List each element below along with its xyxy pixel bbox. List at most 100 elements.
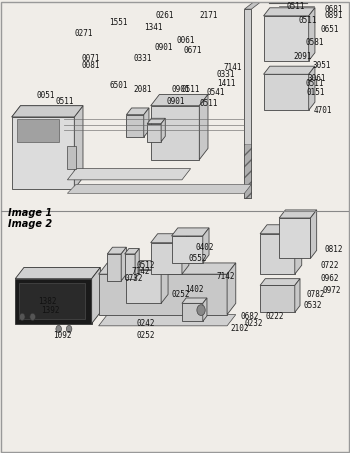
Polygon shape — [92, 267, 100, 323]
Polygon shape — [161, 260, 168, 304]
Polygon shape — [15, 267, 100, 279]
Text: 0151: 0151 — [307, 88, 326, 97]
Polygon shape — [264, 74, 309, 110]
Polygon shape — [151, 243, 182, 274]
Text: 0732: 0732 — [125, 274, 143, 283]
Text: 0651: 0651 — [321, 25, 339, 34]
Polygon shape — [161, 118, 165, 142]
Polygon shape — [151, 95, 208, 106]
Text: 2171: 2171 — [199, 11, 218, 20]
Polygon shape — [260, 279, 300, 285]
Polygon shape — [12, 106, 83, 117]
Text: 1092: 1092 — [54, 331, 72, 340]
Text: 0222: 0222 — [265, 313, 284, 321]
Text: 0891: 0891 — [324, 11, 343, 20]
Polygon shape — [151, 234, 189, 243]
Polygon shape — [107, 247, 126, 254]
Polygon shape — [99, 263, 236, 274]
Polygon shape — [126, 115, 144, 137]
Text: 0962: 0962 — [321, 274, 339, 283]
Polygon shape — [74, 106, 83, 189]
Polygon shape — [151, 106, 199, 159]
Text: 0812: 0812 — [324, 245, 343, 254]
Text: 0271: 0271 — [74, 29, 93, 39]
Polygon shape — [295, 225, 302, 274]
Text: 0552: 0552 — [189, 254, 208, 263]
Polygon shape — [12, 106, 83, 117]
Text: 0402: 0402 — [196, 243, 214, 252]
Text: 0671: 0671 — [184, 46, 202, 55]
Polygon shape — [67, 184, 251, 193]
Polygon shape — [279, 210, 317, 218]
Polygon shape — [227, 263, 236, 314]
Text: 0232: 0232 — [244, 319, 263, 328]
Polygon shape — [135, 249, 139, 279]
Text: 0512: 0512 — [137, 260, 155, 270]
Circle shape — [56, 325, 62, 333]
Circle shape — [66, 325, 72, 333]
Text: 4701: 4701 — [314, 106, 332, 115]
Text: 0061: 0061 — [177, 36, 195, 45]
Polygon shape — [144, 108, 149, 137]
Text: 0581: 0581 — [305, 39, 324, 47]
Text: 0541: 0541 — [206, 88, 225, 97]
Polygon shape — [260, 234, 295, 274]
Text: 0331: 0331 — [217, 70, 235, 79]
Bar — [19, 283, 85, 319]
Polygon shape — [99, 314, 236, 326]
Polygon shape — [264, 66, 315, 74]
Text: 6501: 6501 — [109, 81, 127, 90]
Text: 0081: 0081 — [81, 61, 100, 70]
Text: 7142: 7142 — [132, 267, 150, 276]
Text: 0051: 0051 — [36, 91, 55, 100]
Text: 0722: 0722 — [321, 260, 339, 270]
Text: 0242: 0242 — [137, 319, 155, 328]
Text: 2091: 2091 — [293, 52, 312, 61]
Polygon shape — [309, 8, 315, 61]
Polygon shape — [244, 2, 260, 9]
Polygon shape — [147, 118, 165, 124]
Text: 3051: 3051 — [312, 61, 331, 70]
Text: 1382: 1382 — [38, 297, 56, 306]
Text: 0901: 0901 — [154, 43, 173, 52]
Text: 0252: 0252 — [137, 331, 155, 340]
Polygon shape — [260, 225, 302, 234]
Text: 1392: 1392 — [41, 306, 60, 315]
Polygon shape — [125, 254, 135, 279]
Text: 1402: 1402 — [186, 285, 204, 294]
Polygon shape — [203, 298, 207, 321]
Polygon shape — [172, 236, 203, 263]
Polygon shape — [264, 16, 309, 61]
Circle shape — [30, 313, 35, 320]
Polygon shape — [67, 146, 76, 169]
Polygon shape — [15, 279, 92, 323]
Text: 0901: 0901 — [172, 85, 190, 94]
Polygon shape — [125, 249, 139, 254]
Polygon shape — [244, 9, 251, 198]
Polygon shape — [126, 270, 161, 304]
Text: 0511: 0511 — [305, 79, 324, 88]
Text: 0261: 0261 — [156, 11, 174, 20]
Bar — [244, 144, 251, 198]
Text: 0511: 0511 — [298, 16, 317, 25]
Text: 7141: 7141 — [224, 63, 242, 72]
Text: 3061: 3061 — [308, 74, 326, 83]
Text: 0511: 0511 — [182, 85, 201, 94]
Polygon shape — [107, 254, 121, 281]
Text: 0331: 0331 — [133, 54, 152, 63]
Polygon shape — [182, 234, 189, 274]
Polygon shape — [182, 304, 203, 321]
Text: 0511: 0511 — [286, 2, 304, 11]
Text: 7142: 7142 — [217, 272, 235, 281]
Text: 0972: 0972 — [323, 286, 341, 295]
Polygon shape — [147, 124, 161, 142]
Bar — [17, 119, 59, 142]
Text: 0532: 0532 — [303, 301, 322, 310]
Polygon shape — [264, 8, 315, 16]
Polygon shape — [126, 108, 149, 115]
Text: 2081: 2081 — [133, 85, 152, 94]
Polygon shape — [260, 285, 295, 313]
Text: 0511: 0511 — [55, 97, 74, 106]
Text: 0071: 0071 — [81, 54, 100, 63]
Polygon shape — [309, 66, 315, 110]
